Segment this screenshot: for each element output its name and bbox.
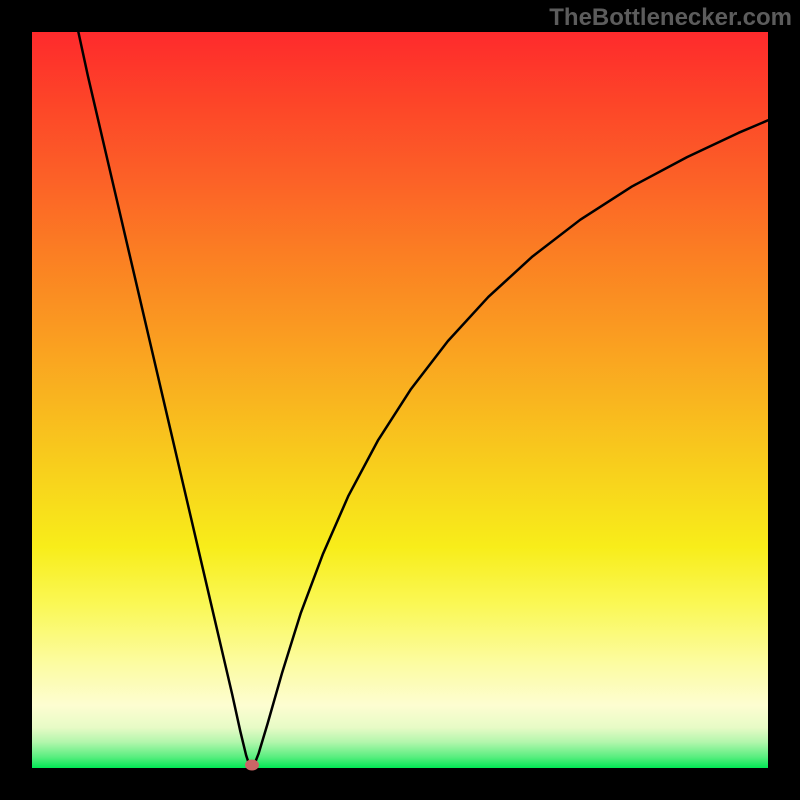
chart-container: TheBottlenecker.com — [0, 0, 800, 800]
bottleneck-curve — [32, 32, 768, 768]
optimal-point-marker — [245, 760, 259, 771]
plot-area — [32, 32, 768, 768]
watermark-label: TheBottlenecker.com — [549, 4, 792, 32]
